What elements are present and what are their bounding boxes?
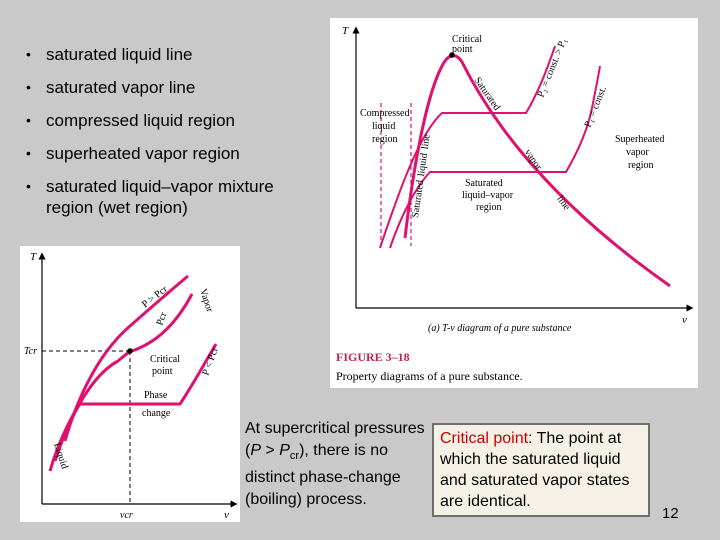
axis-v-label: v [682, 314, 687, 326]
pcr-label: Pcr [154, 310, 169, 327]
p1-isobar [389, 65, 601, 249]
critical-point-dot [127, 348, 133, 354]
axis-v-label: v [224, 509, 229, 521]
critical-point-term: Critical point [440, 430, 529, 447]
bullet-item: • saturated liquid–vapor mixture region (… [26, 177, 274, 217]
p-lt-label: P < Pcr [200, 345, 221, 377]
subcaption: (a) T-v diagram of a pure substance [428, 323, 572, 334]
tv-diagram-figure: T v Critical point P₂ = const. > P₁ P₁ =… [330, 18, 698, 388]
axis-t-label: T [30, 251, 37, 263]
bullet-item: • compressed liquid region [26, 111, 235, 130]
p2-isobar [379, 45, 556, 249]
p1-label: P₁ = const. [583, 85, 609, 129]
critical-point-dot [449, 52, 455, 58]
page-number: 12 [662, 505, 679, 522]
supercritical-svg: T v Tcr vcr P > Pcr Pcr P < Pcr Vapor Li… [24, 251, 238, 521]
tv-diagram-svg: T v Critical point P₂ = const. > P₁ P₁ =… [336, 25, 694, 383]
bullet-item: • superheated vapor region [26, 144, 240, 163]
mixture-region-label: Saturated liquid–vapor region [462, 178, 516, 213]
axis-t-label: T [342, 25, 349, 37]
phase-change-label: Phase change [142, 390, 171, 419]
p2-label: P₂ = const. > P₁ [536, 37, 570, 100]
bullet-item: • saturated vapor line [26, 78, 196, 97]
superheated-region-label: Superheated vapor region [615, 134, 667, 171]
critical-point-definition-box: Critical point: The point at which the s… [432, 423, 650, 517]
critical-point-label: Critical point [150, 354, 183, 377]
vapor-label: Vapor [197, 288, 215, 315]
p-lt-pcr-isobar [48, 343, 218, 472]
supercritical-figure: T v Tcr vcr P > Pcr Pcr P < Pcr Vapor Li… [20, 246, 240, 522]
p-cr-isobar [53, 293, 194, 462]
tcr-label: Tcr [24, 346, 37, 357]
figure-title: Property diagrams of a pure substance. [336, 369, 523, 383]
p-gt-label: P > Pcr [140, 283, 170, 310]
bullet-item: • saturated liquid line [26, 45, 193, 64]
critical-point-label: Critical point [452, 34, 485, 55]
bullet-list: • saturated liquid line • saturated vapor … [22, 44, 322, 230]
saturated-liquid-line-label: Saturatedliquidline [410, 133, 433, 218]
compressed-region-label: Compressed liquid region [360, 108, 412, 145]
figure-number: FIGURE 3–18 [336, 350, 410, 364]
supercritical-caption: At supercritical pressures (P > Pcr), th… [245, 420, 425, 509]
vcr-label: vcr [120, 510, 133, 521]
